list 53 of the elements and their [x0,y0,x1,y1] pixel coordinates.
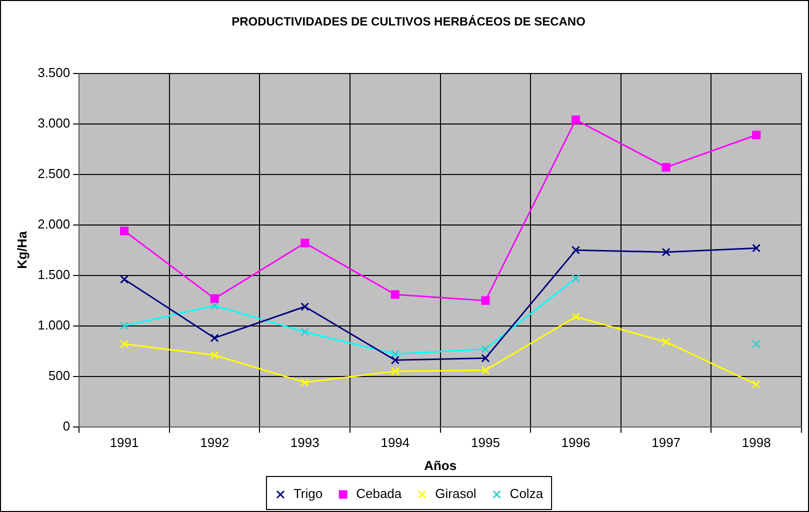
chart-title: PRODUCTIVIDADES DE CULTIVOS HERBÁCEOS DE SECANO [232,14,586,29]
point [481,366,490,375]
y-tick-label: 3.500 [38,64,70,80]
y-tick-label: 2.000 [38,216,70,232]
point [390,356,400,364]
x-axis-title: Años [424,458,457,473]
point [390,350,400,358]
legend-label: Girasol [435,486,476,502]
x-tick-label: 1994 [380,435,410,450]
point [300,302,310,311]
y-tick-label: 0 [62,418,70,434]
legend-label: Trigo [293,486,323,502]
point [120,226,129,236]
point [390,290,400,299]
point [571,274,580,283]
legend-label: Cebada [356,486,402,502]
point [662,163,670,172]
point [300,328,310,336]
x-tick-label: 1998 [742,435,771,450]
point [390,366,400,376]
x-tick-label: 1996 [561,435,590,450]
x-tick-label: 1991 [110,435,139,450]
point [752,130,761,140]
point [571,246,580,254]
x-tick-label: 1992 [200,435,230,450]
point [210,350,219,360]
y-tick-label: 1.000 [38,317,70,332]
point [752,244,761,252]
y-tick-label: 3.000 [38,115,70,130]
y-axis-title: Kg/Ha [14,230,30,269]
x-tick-label: 1995 [471,435,500,450]
y-tick-label: 2.500 [38,166,70,181]
point [300,378,310,387]
point [481,354,490,362]
y-tick-label: 1.500 [38,266,70,282]
x-tick-label: 1997 [652,435,681,450]
point [752,340,761,348]
point [210,294,219,303]
point [210,334,219,342]
point [120,340,129,348]
point [120,275,129,284]
point [571,312,580,322]
point [120,322,129,330]
point [481,296,490,305]
point [662,338,670,346]
point [481,344,490,354]
point [300,238,310,248]
y-tick-label: 500 [48,368,70,383]
point [571,116,580,124]
point [752,380,761,389]
x-tick-label: 1993 [290,435,320,450]
point [662,248,670,256]
legend-label: Colza [510,486,544,502]
